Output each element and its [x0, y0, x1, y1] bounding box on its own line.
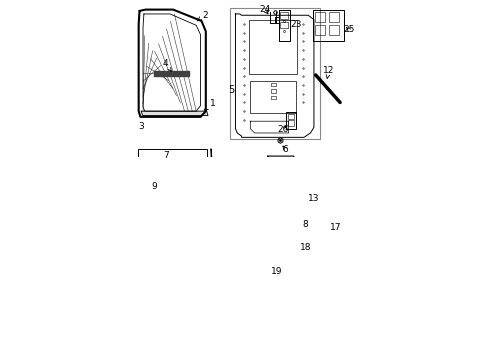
Bar: [312, 10, 344, 41]
Text: 20: 20: [0, 359, 1, 360]
Text: 22: 22: [0, 359, 1, 360]
Text: 1: 1: [204, 99, 215, 110]
Text: 3: 3: [138, 122, 143, 131]
Bar: [229, 8, 320, 139]
Text: 6: 6: [282, 145, 287, 154]
Text: 12: 12: [323, 66, 334, 78]
Text: 23: 23: [290, 20, 301, 29]
Text: 17: 17: [329, 223, 341, 232]
Bar: [318, 207, 337, 217]
Text: 19: 19: [270, 267, 282, 276]
Bar: [328, 12, 339, 22]
Bar: [248, 20, 297, 74]
Bar: [271, 96, 275, 99]
Text: 11: 11: [0, 359, 1, 360]
Text: 21: 21: [0, 359, 1, 360]
Text: 18: 18: [299, 243, 310, 252]
Text: 10: 10: [0, 359, 1, 360]
Bar: [280, 12, 287, 19]
Polygon shape: [141, 111, 207, 116]
Polygon shape: [282, 228, 322, 241]
Bar: [145, 191, 158, 201]
Bar: [179, 172, 191, 189]
Bar: [287, 120, 294, 126]
Text: 26: 26: [277, 125, 288, 134]
Bar: [287, 114, 294, 120]
Bar: [314, 12, 325, 22]
Text: 14: 14: [0, 359, 1, 360]
Text: 15: 15: [0, 359, 1, 360]
Bar: [267, 206, 279, 222]
Bar: [254, 228, 310, 264]
Text: 7: 7: [163, 151, 168, 160]
Bar: [318, 193, 339, 205]
Bar: [298, 197, 325, 215]
Polygon shape: [267, 156, 293, 170]
Bar: [162, 191, 174, 201]
Bar: [271, 83, 275, 86]
Bar: [162, 172, 174, 189]
Text: 16: 16: [0, 359, 1, 360]
Text: 24: 24: [259, 5, 270, 14]
Text: 25: 25: [343, 25, 354, 34]
Bar: [138, 149, 207, 209]
Bar: [300, 199, 322, 211]
Polygon shape: [280, 197, 322, 203]
Text: 4: 4: [163, 59, 171, 71]
Bar: [268, 207, 278, 220]
Polygon shape: [318, 193, 339, 205]
Bar: [271, 89, 275, 93]
Text: 8: 8: [302, 220, 308, 229]
Bar: [280, 22, 287, 28]
Text: 2: 2: [197, 11, 207, 21]
Text: 9: 9: [151, 182, 157, 191]
Bar: [328, 25, 339, 35]
Bar: [314, 25, 325, 35]
Bar: [145, 172, 158, 189]
Bar: [179, 191, 191, 201]
Text: 5: 5: [228, 85, 234, 95]
Text: 13: 13: [307, 194, 319, 203]
Bar: [232, 172, 244, 181]
Bar: [250, 81, 295, 113]
Bar: [286, 112, 295, 129]
Polygon shape: [154, 71, 189, 76]
